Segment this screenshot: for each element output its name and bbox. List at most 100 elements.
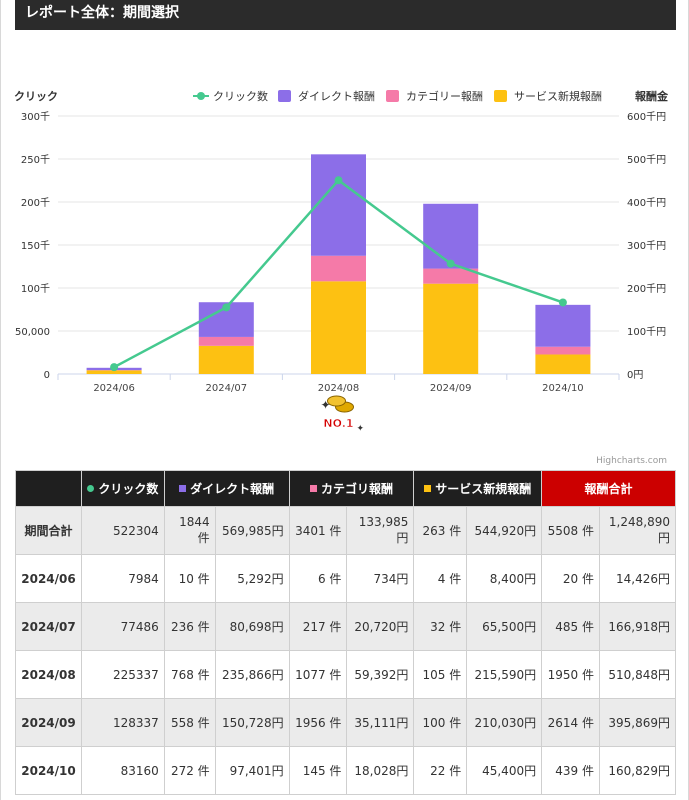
- cell-total-amount: 160,829円: [598, 746, 677, 795]
- legend-label: クリック数: [213, 90, 268, 103]
- y-tick-left: 150千: [21, 240, 50, 252]
- table-header-row: クリック数 ダイレクト報酬 カテゴリ報酬 サービス新規報酬 報酬合計: [15, 470, 676, 507]
- bar-segment: [535, 304, 591, 347]
- cell-category-amount: 133,985円: [346, 506, 415, 555]
- cell-category-count: 1956 件: [288, 698, 348, 747]
- cell-category-amount: 35,111円: [346, 698, 415, 747]
- y-tick-right: 200千円: [627, 283, 666, 295]
- table-header-service: サービス新規報酬: [413, 470, 543, 507]
- y-tick-right: 300千円: [627, 240, 666, 252]
- sparkle-icon: ✦: [321, 398, 331, 412]
- cell-direct-count: 1844 件: [163, 506, 216, 555]
- bar-segment: [86, 370, 142, 374]
- cell-category-count: 217 件: [288, 602, 348, 651]
- cell-total-count: 1950 件: [541, 650, 600, 699]
- y-tick-right: 500千円: [627, 154, 666, 166]
- cell-category-count: 3401 件: [288, 506, 348, 555]
- cell-direct-amount: 150,728円: [214, 698, 290, 747]
- cell-direct-count: 768 件: [163, 650, 216, 699]
- x-tick-label: 2024/08: [318, 383, 360, 394]
- cell-service-count: 22 件: [413, 746, 468, 795]
- row-label: 期間合計: [15, 506, 82, 555]
- cell-total-amount: 510,848円: [598, 650, 677, 699]
- cell-total-amount: 395,869円: [598, 698, 677, 747]
- bar-segment: [423, 268, 479, 284]
- x-tick-label: 2024/07: [206, 383, 248, 394]
- direct-square-icon: [179, 485, 187, 492]
- cell-service-count: 32 件: [413, 602, 468, 651]
- click-point: [222, 303, 231, 312]
- bar-segment: [311, 154, 366, 256]
- bar-segment: [423, 203, 479, 269]
- category-square-icon: [309, 485, 317, 492]
- chart-svg: 0 0円 50,000 100千円 100千 200千円 150千 300千円 200千 400千…: [14, 89, 669, 434]
- cell-direct-amount: 235,866円: [214, 650, 290, 699]
- legend-dot-icon: [197, 92, 205, 100]
- table-header-blank: [15, 470, 82, 507]
- table-body: 期間合計 522304 1844 件 569,985円 3401 件 133,985円 26…: [15, 506, 677, 795]
- bar-segment: [198, 345, 254, 374]
- cell-clicks: 128337: [80, 698, 165, 747]
- cell-direct-amount: 97,401円: [214, 746, 290, 795]
- cell-total-amount: 166,918円: [598, 602, 677, 651]
- y-tick-left: 300千: [21, 111, 50, 123]
- service-square-icon: [424, 485, 432, 492]
- cell-clicks: 522304: [80, 506, 165, 555]
- cell-direct-count: 558 件: [163, 698, 216, 747]
- table-header-direct: ダイレクト報酬: [163, 470, 290, 507]
- legend-swatch-icon: [278, 90, 291, 102]
- cell-service-count: 263 件: [413, 506, 468, 555]
- table-header-clicks: クリック数: [80, 470, 165, 507]
- click-dot-icon: [87, 485, 95, 492]
- bar-segment: [535, 354, 591, 374]
- cell-total-count: 485 件: [541, 602, 600, 651]
- click-point: [110, 363, 119, 372]
- row-label: 2024/10: [15, 746, 82, 795]
- cell-total-count: 2614 件: [541, 698, 600, 747]
- table-header-category: カテゴリ報酬: [288, 470, 415, 507]
- cell-total-amount: 1,248,890円: [598, 506, 677, 555]
- cell-direct-count: 10 件: [163, 554, 216, 603]
- y-axis-title-right: 報酬金: [635, 89, 669, 103]
- cell-total-count: 439 件: [541, 746, 600, 795]
- table-row: 2024/07 77486 236 件 80,698円 217 件 20,720円 32 件…: [15, 602, 677, 651]
- legend-swatch-icon: [494, 90, 507, 102]
- cell-service-amount: 45,400円: [466, 746, 543, 795]
- bar-segment: [311, 255, 366, 282]
- page-title: レポート全体：期間選択: [15, 0, 676, 30]
- bar-segment: [535, 346, 591, 355]
- legend-label: サービス新規報酬: [514, 89, 602, 103]
- y-tick-left: 100千: [21, 283, 50, 295]
- cell-direct-count: 272 件: [163, 746, 216, 795]
- cell-direct-amount: 569,985円: [214, 506, 290, 555]
- y-tick-right: 100千円: [627, 326, 666, 338]
- cell-clicks: 77486: [80, 602, 165, 651]
- table-row: 2024/06 7984 10 件 5,292円 6 件 734円 4 件 8,400円 20 …: [15, 554, 677, 603]
- cell-total-count: 5508 件: [541, 506, 600, 555]
- table-row: 2024/10 83160 272 件 97,401円 145 件 18,028円 22 件…: [15, 746, 677, 795]
- y-tick-left: 250千: [21, 154, 50, 166]
- cell-clicks: 7984: [80, 554, 165, 603]
- x-tick-label: 2024/06: [93, 383, 135, 394]
- cell-service-count: 4 件: [413, 554, 468, 603]
- chart-credit[interactable]: Highcharts.com: [596, 456, 667, 466]
- click-point: [334, 176, 343, 185]
- legend-label: ダイレクト報酬: [298, 89, 375, 103]
- table-row: 2024/08 225337 768 件 235,866円 1077 件 59,392円 1…: [15, 650, 677, 699]
- table-row: 2024/09 128337 558 件 150,728円 1956 件 35,111円 1…: [15, 698, 677, 747]
- row-label: 2024/07: [15, 602, 82, 651]
- cell-service-amount: 8,400円: [466, 554, 543, 603]
- cell-direct-amount: 5,292円: [214, 554, 290, 603]
- bar-segment: [423, 283, 479, 374]
- table-header-total: 報酬合計: [541, 470, 676, 507]
- no1-badge-label: NO.1: [323, 417, 353, 430]
- cell-category-count: 1077 件: [288, 650, 348, 699]
- cell-direct-count: 236 件: [163, 602, 216, 651]
- cell-category-amount: 59,392円: [346, 650, 415, 699]
- y-tick-right: 0円: [627, 370, 643, 381]
- y-tick-left: 200千: [21, 197, 50, 209]
- click-point: [558, 298, 567, 307]
- cell-category-count: 145 件: [288, 746, 348, 795]
- y-axis-title-left: クリック: [14, 90, 58, 103]
- legend-label: カテゴリー報酬: [406, 89, 483, 103]
